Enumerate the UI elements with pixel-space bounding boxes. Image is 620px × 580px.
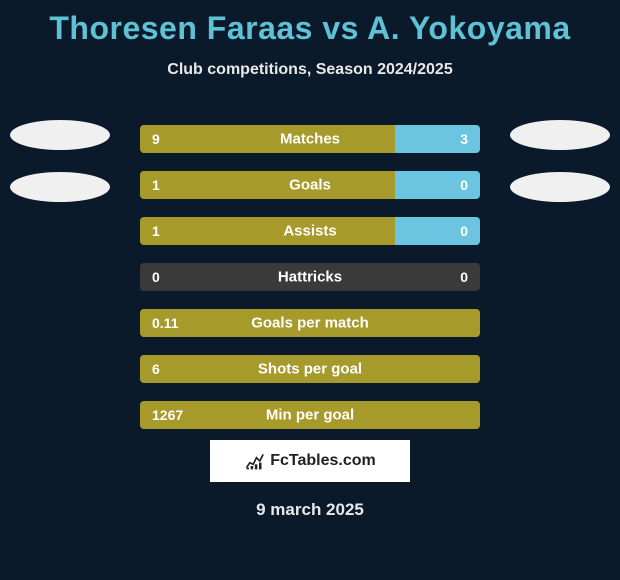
team-badge-right [510,172,610,202]
team-badge-right [510,120,610,150]
bar-segment-p1 [140,171,395,199]
stat-row: 9 Matches 3 [140,125,480,153]
value-p1: 1267 [152,407,183,423]
stat-label: Matches [280,131,340,148]
team-badge-left [10,120,110,150]
stat-row: 1 Assists 0 [140,217,480,245]
badges-right [510,120,610,202]
stat-row: 6 Shots per goal [140,355,480,383]
badges-left [10,120,110,202]
chart-icon [244,451,264,471]
stat-label: Goals per match [251,315,369,332]
value-p1: 6 [152,361,160,377]
value-p2: 3 [460,131,468,147]
date-label: 9 march 2025 [256,500,364,520]
stat-label: Shots per goal [258,361,362,378]
value-p2: 0 [460,223,468,239]
stat-row: 1267 Min per goal [140,401,480,429]
bar-segment-p1 [140,217,395,245]
stat-label: Goals [289,177,331,194]
stat-row: 0.11 Goals per match [140,309,480,337]
stat-label: Min per goal [266,407,354,424]
bar-segment-p1 [140,125,395,153]
stat-label: Assists [283,223,336,240]
value-p2: 0 [460,269,468,285]
stat-row: 1 Goals 0 [140,171,480,199]
value-p1: 1 [152,223,160,239]
value-p1: 1 [152,177,160,193]
team-badge-left [10,172,110,202]
page-title: Thoresen Faraas vs A. Yokoyama [0,0,620,47]
stat-label: Hattricks [278,269,342,286]
stat-bars: 9 Matches 3 1 Goals 0 1 Assists 0 0 Hattricks 0 0.11… [140,125,480,429]
subtitle: Club competitions, Season 2024/2025 [0,61,620,79]
logo-text: FcTables.com [270,452,376,470]
value-p2: 0 [460,177,468,193]
value-p1: 9 [152,131,160,147]
fctables-logo: FcTables.com [210,440,410,482]
stat-row: 0 Hattricks 0 [140,263,480,291]
value-p1: 0 [152,269,160,285]
value-p1: 0.11 [152,315,178,331]
